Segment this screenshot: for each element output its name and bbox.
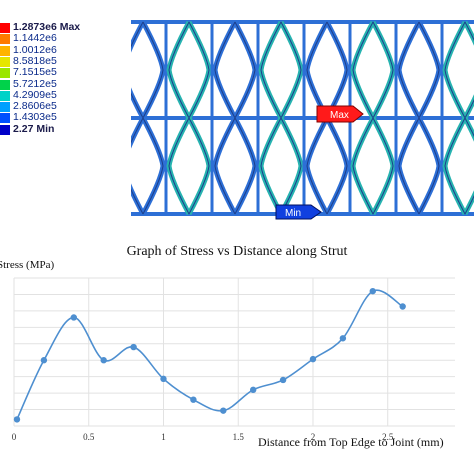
legend-entry: 4.2909e5 xyxy=(0,88,128,101)
strut-edge xyxy=(260,117,302,215)
legend-entry: 8.5818e5 xyxy=(0,54,128,67)
strut-edge xyxy=(306,117,348,215)
chart-title: Graph of Stress vs Distance along Strut xyxy=(126,244,348,259)
max-marker-flag xyxy=(316,105,364,123)
legend-value: 7.1515e5 xyxy=(13,66,57,79)
data-point xyxy=(249,386,257,394)
legend-entry: 1.0012e6 xyxy=(0,43,128,56)
legend-swatch xyxy=(0,124,10,135)
strut-edge xyxy=(168,117,210,215)
x-tick-labels: 0 0.5 1 1.5 2 2.5 xyxy=(12,432,394,442)
data-point xyxy=(160,375,167,383)
data-point xyxy=(130,343,137,351)
data-point xyxy=(70,314,77,321)
data-point xyxy=(13,416,21,423)
legend-swatch xyxy=(0,79,10,90)
legend-swatch xyxy=(0,90,10,101)
data-point xyxy=(190,396,197,403)
legend-value: 5.7212e5 xyxy=(13,77,57,90)
stress-line-chart: Stress (MPa) 0 0.5 1 1.5 2 2.5 Distance from … xyxy=(0,259,455,449)
strut-edge xyxy=(131,117,164,215)
legend-value: 2.8606e5 xyxy=(13,100,57,113)
strut-edge xyxy=(214,21,256,119)
legend-entry: 1.4303e5 xyxy=(0,111,128,124)
x-tick-label: 2.5 xyxy=(382,432,394,442)
legend-swatch xyxy=(0,23,10,33)
x-tick-label: 1.5 xyxy=(233,432,245,442)
legend-value: 1.0012e6 xyxy=(13,43,57,56)
legend-value: 1.2873e6 Max xyxy=(13,21,81,33)
legend-entry: 1.1442e6 xyxy=(0,32,128,45)
legend-swatch xyxy=(0,45,10,56)
strut-edge xyxy=(352,21,394,119)
strut-edge xyxy=(444,117,474,215)
data-point xyxy=(40,357,48,364)
legend-value: 2.27 Min xyxy=(13,122,55,135)
legend-swatch xyxy=(0,56,10,67)
x-tick-label: 2 xyxy=(311,432,316,442)
y-axis-label: Stress (MPa) xyxy=(0,259,54,271)
stress-series-line xyxy=(16,289,404,420)
legend-swatch xyxy=(0,68,10,79)
strut-edge xyxy=(260,21,302,119)
strut-edge xyxy=(214,117,256,215)
strut-edge xyxy=(398,21,440,119)
data-point xyxy=(100,357,107,364)
data-point xyxy=(220,407,227,414)
data-point xyxy=(309,355,317,363)
legend-entry: 2.8606e5 xyxy=(0,100,128,113)
data-point xyxy=(369,287,376,295)
stress-series-points xyxy=(13,287,406,423)
legend-entry: 1.2873e6 Max xyxy=(0,21,128,33)
strut-edge xyxy=(131,21,164,119)
max-marker-label: Max xyxy=(330,110,349,121)
stent-stress-contour-plot: Max Min xyxy=(131,14,474,222)
max-marker: Max xyxy=(316,105,364,123)
data-point xyxy=(279,376,287,384)
data-point xyxy=(339,335,347,342)
strut-edge xyxy=(444,21,474,119)
legend-entry: 7.1515e5 xyxy=(0,66,128,79)
strut-edge xyxy=(352,117,394,215)
legend-entry: 5.7212e5 xyxy=(0,77,128,90)
x-tick-label: 0 xyxy=(12,432,17,442)
legend-entry: 2.27 Min xyxy=(0,122,128,135)
legend-value: 4.2909e5 xyxy=(13,88,57,101)
data-point xyxy=(399,303,406,310)
legend-value: 1.4303e5 xyxy=(13,111,57,124)
chart-gridlines xyxy=(13,277,455,427)
strut-edge xyxy=(306,21,348,119)
legend-swatch xyxy=(0,102,10,113)
x-tick-label: 1 xyxy=(161,432,166,442)
min-marker-label: Min xyxy=(285,208,301,219)
x-axis-label: Distance from Top Edge to Joint (mm) xyxy=(258,435,444,449)
min-marker-flag xyxy=(275,204,322,220)
legend-value: 1.1442e6 xyxy=(13,32,57,45)
min-marker: Min xyxy=(275,204,322,220)
strut-edge xyxy=(398,117,440,215)
x-tick-label: 0.5 xyxy=(83,432,95,442)
legend-swatch xyxy=(0,113,10,124)
strut-edge xyxy=(168,21,210,119)
legend-value: 8.5818e5 xyxy=(13,54,57,67)
stent-struts xyxy=(131,20,474,216)
contour-legend: 1.2873e6 Max 1.1442e6 1.0012e6 8.5818e5 7.15… xyxy=(0,21,128,140)
legend-swatch xyxy=(0,34,10,45)
